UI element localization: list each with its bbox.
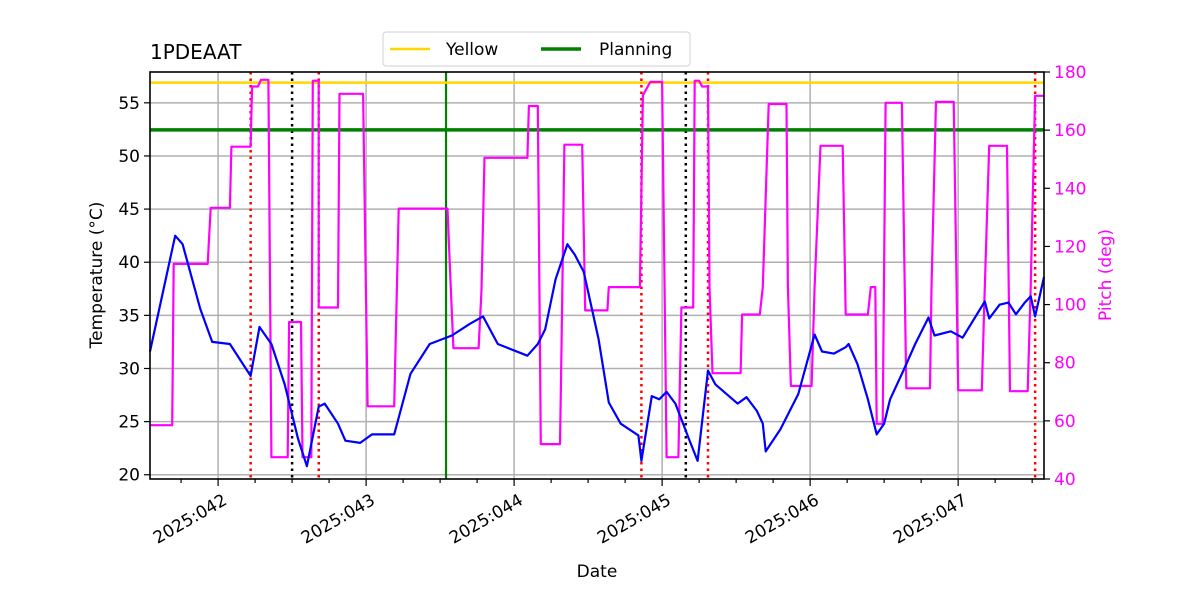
legend-box bbox=[382, 31, 691, 67]
y-axis-left: 20 25 30 35 40 45 50 55 bbox=[118, 94, 150, 486]
y2-tick-label: 180 bbox=[1054, 63, 1086, 83]
chart-title: 1PDEAAT bbox=[150, 40, 242, 64]
y2-tick-label: 120 bbox=[1054, 237, 1086, 257]
x-tick-label: 2025:045 bbox=[594, 490, 675, 548]
y-tick-label: 20 bbox=[118, 466, 140, 486]
y2-tick-label: 40 bbox=[1054, 470, 1076, 490]
y-tick-label: 50 bbox=[118, 147, 140, 167]
y-tick-label: 35 bbox=[118, 306, 140, 326]
limit-lines bbox=[150, 81, 1044, 132]
y-tick-label: 45 bbox=[118, 200, 140, 220]
x-tick-label: 2025:046 bbox=[742, 490, 823, 548]
x-tick-label: 2025:042 bbox=[150, 490, 231, 548]
y-tick-label: 25 bbox=[118, 413, 140, 433]
y2-tick-label: 140 bbox=[1054, 179, 1086, 199]
legend-label-planning: Planning bbox=[599, 40, 672, 60]
series-pitch bbox=[150, 78, 1044, 459]
y-axis-label: Temperature (°C) bbox=[87, 202, 107, 350]
y-tick-label: 40 bbox=[118, 253, 140, 273]
series-temperature bbox=[148, 234, 1046, 468]
y2-tick-label: 80 bbox=[1054, 354, 1076, 374]
x-axis: 2025:042 2025:043 2025:044 2025:045 2025:046… bbox=[150, 479, 1033, 548]
y2-tick-label: 160 bbox=[1054, 121, 1086, 141]
y2-axis-label: Pitch (deg) bbox=[1096, 229, 1116, 321]
y2-tick-label: 100 bbox=[1054, 296, 1086, 316]
x-tick-label: 2025:047 bbox=[890, 490, 971, 548]
y-tick-label: 30 bbox=[118, 359, 140, 379]
plot-frame bbox=[149, 71, 1045, 480]
y-tick-label: 55 bbox=[118, 94, 140, 114]
y-axis-right: 40 60 80 100 120 140 160 180 bbox=[1044, 63, 1086, 490]
legend: Yellow Planning bbox=[382, 31, 691, 67]
data-series bbox=[148, 78, 1046, 468]
legend-label-yellow: Yellow bbox=[445, 40, 498, 60]
x-tick-label: 2025:043 bbox=[298, 490, 379, 548]
y2-tick-label: 60 bbox=[1054, 412, 1076, 432]
x-axis-label: Date bbox=[577, 562, 618, 582]
grid bbox=[150, 72, 1044, 479]
x-tick-label: 2025:044 bbox=[446, 490, 527, 548]
